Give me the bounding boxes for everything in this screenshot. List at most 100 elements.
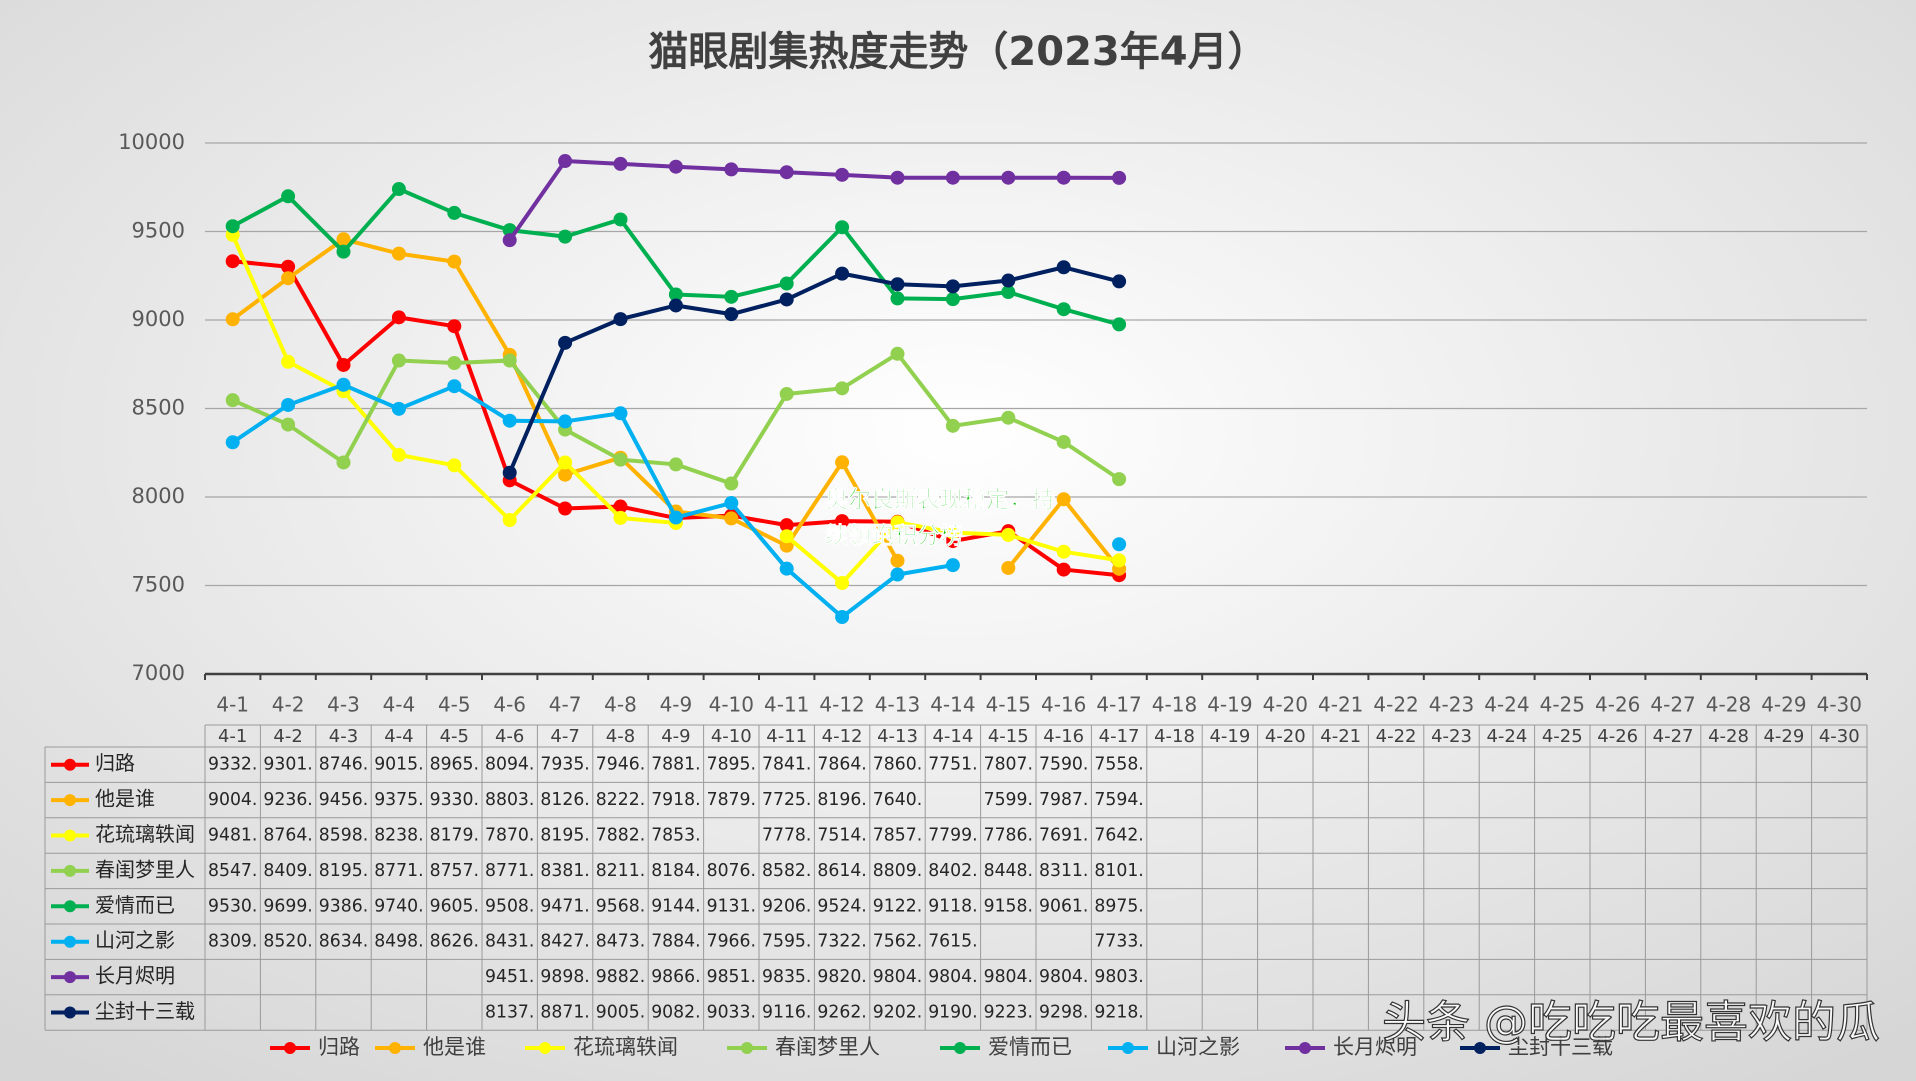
table-cell: 9804. [928,966,977,987]
data-point [1001,273,1016,288]
table-cell: 8764. [263,825,312,846]
data-point [613,510,628,525]
y-tick-label: 8000 [132,484,185,508]
table-cell: 7642. [1094,825,1143,846]
x-tick-label: 4-22 [1373,693,1418,717]
table-cell: 8184. [651,860,700,881]
table-cell: 7879. [707,789,756,810]
x-tick-label: 4-29 [1761,693,1806,717]
data-point [945,279,960,294]
table-cell: 7725. [762,789,811,810]
table-cell: 9118. [928,895,977,916]
table-cell: 9004. [208,789,257,810]
x-tick-label: 4-10 [709,693,754,717]
data-point [835,381,850,396]
table-header: 4-28 [1708,726,1749,747]
table-cell: 8498. [374,931,423,952]
table-cell: 9131. [707,895,756,916]
x-tick-label: 4-28 [1706,693,1751,717]
x-tick-label: 4-6 [493,693,526,717]
legend-label: 尘封十三载 [1508,1035,1613,1059]
table-cell: 7987. [1039,789,1088,810]
data-point [502,465,517,480]
table-cell: 7691. [1039,825,1088,846]
legend-marker [1122,1042,1134,1054]
table-cell: 8427. [540,931,589,952]
table-key-marker [64,935,76,948]
x-tick-label: 4-2 [272,693,305,717]
data-point [890,553,905,568]
table-cell: 8222. [596,789,645,810]
table-cell: 9804. [873,966,922,987]
table-header: 4-16 [1043,726,1084,747]
y-tick-label: 7000 [132,661,185,685]
data-point [835,266,850,281]
table-cell: 9820. [817,966,866,987]
table-cell: 8582. [762,860,811,881]
data-point [613,406,628,421]
table-cell: 9481. [208,825,257,846]
data-point [502,353,517,368]
x-tick-label: 4-27 [1650,693,1695,717]
table-cell: 9804. [1039,966,1088,987]
x-tick-label: 4-1 [216,693,249,717]
data-point [890,567,905,582]
table-cell: 8238. [374,825,423,846]
table-cell: 8076. [707,860,756,881]
table-header: 4-21 [1320,726,1361,747]
table-cell: 7594. [1094,789,1143,810]
data-point [945,558,960,573]
x-tick-label: 4-30 [1817,693,1862,717]
table-key-marker [64,758,76,771]
legend-label: 春闺梦里人 [775,1035,880,1059]
table-cell: 7558. [1094,754,1143,775]
data-point [668,287,683,302]
x-tick-label: 4-15 [986,693,1031,717]
table-row-label: 爱情而已 [95,893,175,917]
table-cell: 9116. [762,1002,811,1023]
data-point [558,229,573,244]
table-cell: 7799. [928,825,977,846]
table-row-label: 长月烬明 [95,964,175,988]
data-point [502,233,517,248]
table-cell: 8409. [263,860,312,881]
table-header: 4-15 [988,726,1029,747]
data-point [1001,527,1016,542]
y-tick-label: 8500 [132,396,185,420]
table-header: 4-17 [1099,726,1140,747]
data-point [613,212,628,227]
series-line [508,159,1120,242]
table-header: 4-1 [218,726,247,747]
table-cell: 9005. [596,1002,645,1023]
data-point [336,357,351,372]
table-cell: 8195. [540,825,589,846]
table-cell: 7514. [817,825,866,846]
table-cell: 7864. [817,754,866,775]
table-cell: 9471. [540,895,589,916]
table-cell: 8211. [596,860,645,881]
x-tick-label: 4-7 [549,693,582,717]
data-point [779,529,794,544]
data-point [724,476,739,491]
table-cell: 7935. [540,754,589,775]
y-tick-label: 7500 [132,573,185,597]
series-line [231,382,954,620]
legend-label: 归路 [318,1035,360,1059]
data-point [945,292,960,307]
table-cell: 8975. [1094,895,1143,916]
data-point [1056,562,1071,577]
table-row-label: 尘封十三载 [95,999,195,1023]
table-cell: 8126. [540,789,589,810]
data-point [835,610,850,625]
legend-marker [539,1042,551,1054]
data-point [1056,434,1071,449]
table-cell: 8757. [430,860,479,881]
x-tick-label: 4-26 [1595,693,1640,717]
data-point [890,346,905,361]
data-point [502,513,517,528]
data-point [835,455,850,470]
table-cell: 9061. [1039,895,1088,916]
data-point [225,254,240,269]
data-point [779,276,794,291]
table-cell: 8598. [319,825,368,846]
